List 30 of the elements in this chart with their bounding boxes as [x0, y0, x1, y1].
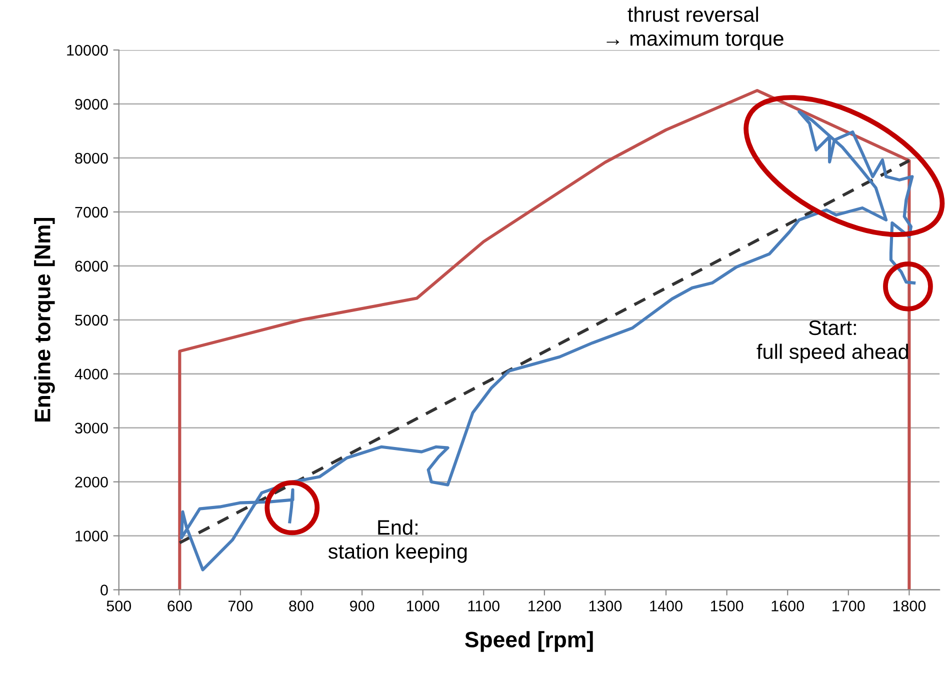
y-axis-title: Engine torque [Nm]	[34, 218, 55, 422]
y-tick-label: 10000	[67, 44, 108, 56]
x-tick-label: 1400	[650, 600, 682, 612]
annotation: End: station keeping	[328, 520, 467, 563]
text: thrust reversal → maximum torque	[606, 6, 784, 50]
x-tick-label: 1100	[468, 600, 500, 612]
x-tick-label: 1500	[710, 600, 744, 612]
x-tick-label: 1600	[772, 600, 804, 612]
y-tick-label: 4000	[74, 368, 108, 380]
x-tick-label: 1000	[407, 600, 440, 612]
x-tick-label: 700	[228, 600, 253, 612]
y-tick-label: 0	[100, 584, 108, 596]
x-tick-label: 500	[106, 600, 132, 612]
y-tick-label: 2000	[75, 476, 108, 488]
x-tick-label: 1800	[893, 600, 926, 612]
x-tick-label: 1300	[589, 600, 622, 612]
y-tick-label: 3000	[75, 422, 108, 434]
x-tick-label: 800	[289, 600, 314, 612]
y-tick-label: 8000	[75, 152, 108, 164]
y-tick-label: 5000	[75, 314, 108, 326]
y-tick-label: 6000	[75, 260, 108, 272]
x-tick-label: 900	[350, 600, 374, 612]
y-tick-label: 7000	[75, 206, 108, 218]
x-tick-label: 1700	[832, 600, 865, 612]
y-tick-label: 9000	[75, 98, 108, 110]
x-tick-label: 600	[168, 600, 192, 612]
x-tick-label: 1200	[528, 600, 561, 612]
annotation: Start: full speed ahead	[756, 320, 908, 364]
y-tick-label: 1000	[76, 530, 108, 542]
x-axis-title: Speed [rpm]	[465, 631, 593, 652]
